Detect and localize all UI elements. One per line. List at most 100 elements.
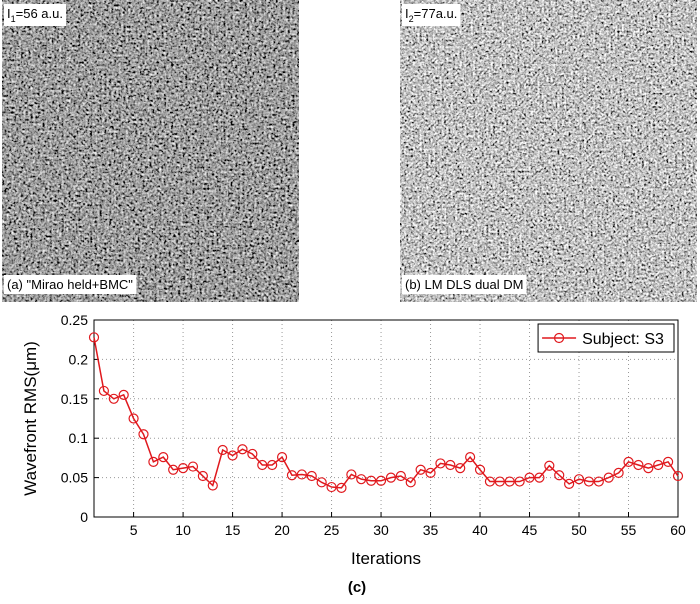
data-point [267,459,278,471]
data-point [98,385,109,397]
x-tick-label: 30 [373,522,389,538]
data-point [118,389,129,400]
x-tick-label: 5 [130,522,138,538]
label-bg [4,275,137,294]
data-point [276,452,288,463]
data-point [465,452,476,463]
image-labels: I1=56 a.u.(a) "Mirao held+BMC"I2=77a.u.(… [4,4,527,294]
data-point [326,481,337,493]
data-point [395,470,406,482]
data-point [663,456,674,467]
data-point [158,452,169,463]
data-point [564,478,575,490]
data-point [247,448,258,460]
panel-caption: (b) LM DLS dual DM [405,277,523,292]
intensity-subscript: 2 [409,14,414,24]
data-point [672,470,684,482]
label-group: I1=56 a.u. [4,4,66,26]
data-point [306,470,317,482]
data-point [425,467,436,478]
x-tick-label: 55 [621,522,637,538]
data-point [623,456,634,467]
data-point [613,467,624,478]
intensity-label: I2=77a.u. [405,6,457,24]
x-tick-label: 20 [274,522,290,538]
panel-caption: (a) "Mirao held+BMC" [7,277,133,292]
data-point [573,474,585,485]
intensity-subscript: 1 [11,14,16,24]
y-axis-label: Wavefront RMS(μm) [21,341,40,496]
intensity-symbol: I [7,6,11,21]
data-point [455,463,466,474]
label-bg [402,4,461,26]
y-tick-label: 0.1 [69,430,89,446]
data-point [643,463,654,474]
data-point [484,476,496,487]
x-tick-label: 25 [324,522,340,538]
data-point [257,459,268,471]
intensity-value: =56 a.u. [16,6,63,21]
data-point [197,470,208,482]
x-tick-label: 40 [472,522,488,538]
data-point [128,413,139,424]
intensity-symbol: I [405,6,409,21]
x-tick-label: 35 [423,522,439,538]
legend-marker [553,332,565,344]
data-point [494,476,505,487]
data-point [108,393,119,404]
data-point [88,332,100,343]
data-point [187,461,199,472]
data-point [207,480,218,491]
label-bg [4,4,66,26]
data-point [435,458,446,469]
intensity-label: I1=56 a.u. [7,6,63,24]
y-tick-label: 0.15 [61,391,88,407]
data-point [366,475,377,486]
data-point [227,450,238,461]
data-point [415,464,426,475]
data-point [544,460,555,471]
intensity-value: =77a.u. [414,6,458,21]
y-tick-label: 0.05 [61,470,88,486]
figure-caption: (c) [348,579,366,596]
data-point [356,474,367,485]
data-point [296,469,307,480]
data-point [554,470,565,481]
legend-label: Subject: S3 [582,331,664,348]
series-line [93,337,679,489]
data-point [534,472,545,483]
image-a [2,0,299,302]
data-point [168,464,179,475]
data-point [653,459,664,471]
data-point [583,476,595,487]
x-tick-label: 60 [670,522,686,538]
x-axis-label: Iterations [351,549,421,568]
y-tick-label: 0.25 [61,312,88,328]
data-point [375,475,387,486]
data-point [405,477,416,488]
data-point [148,456,159,467]
data-point [633,459,644,471]
legend: Subject: S3 [537,323,675,353]
label-bg [402,275,527,294]
data-point [217,444,228,456]
label-group: (a) "Mirao held+BMC" [4,275,137,294]
x-tick-label: 15 [225,522,241,538]
chart: 0 0.05 0.1 0.15 0.2 0.25 5 10 15 20 25 30 35 40 45 50 55… [21,312,686,596]
y-tick-label: 0 [80,509,88,525]
data-point [603,472,614,483]
label-group: I2=77a.u. [402,4,461,26]
data-point [138,429,149,440]
data-point [177,463,189,474]
x-tick-label: 10 [175,522,191,538]
data-point [346,469,357,480]
image-b [400,0,697,302]
y-tick-label: 0.2 [69,351,89,367]
data-point [504,476,515,487]
data-point [593,476,604,487]
data-point [514,476,525,487]
data-point [286,470,298,481]
label-group: (b) LM DLS dual DM [402,275,527,294]
